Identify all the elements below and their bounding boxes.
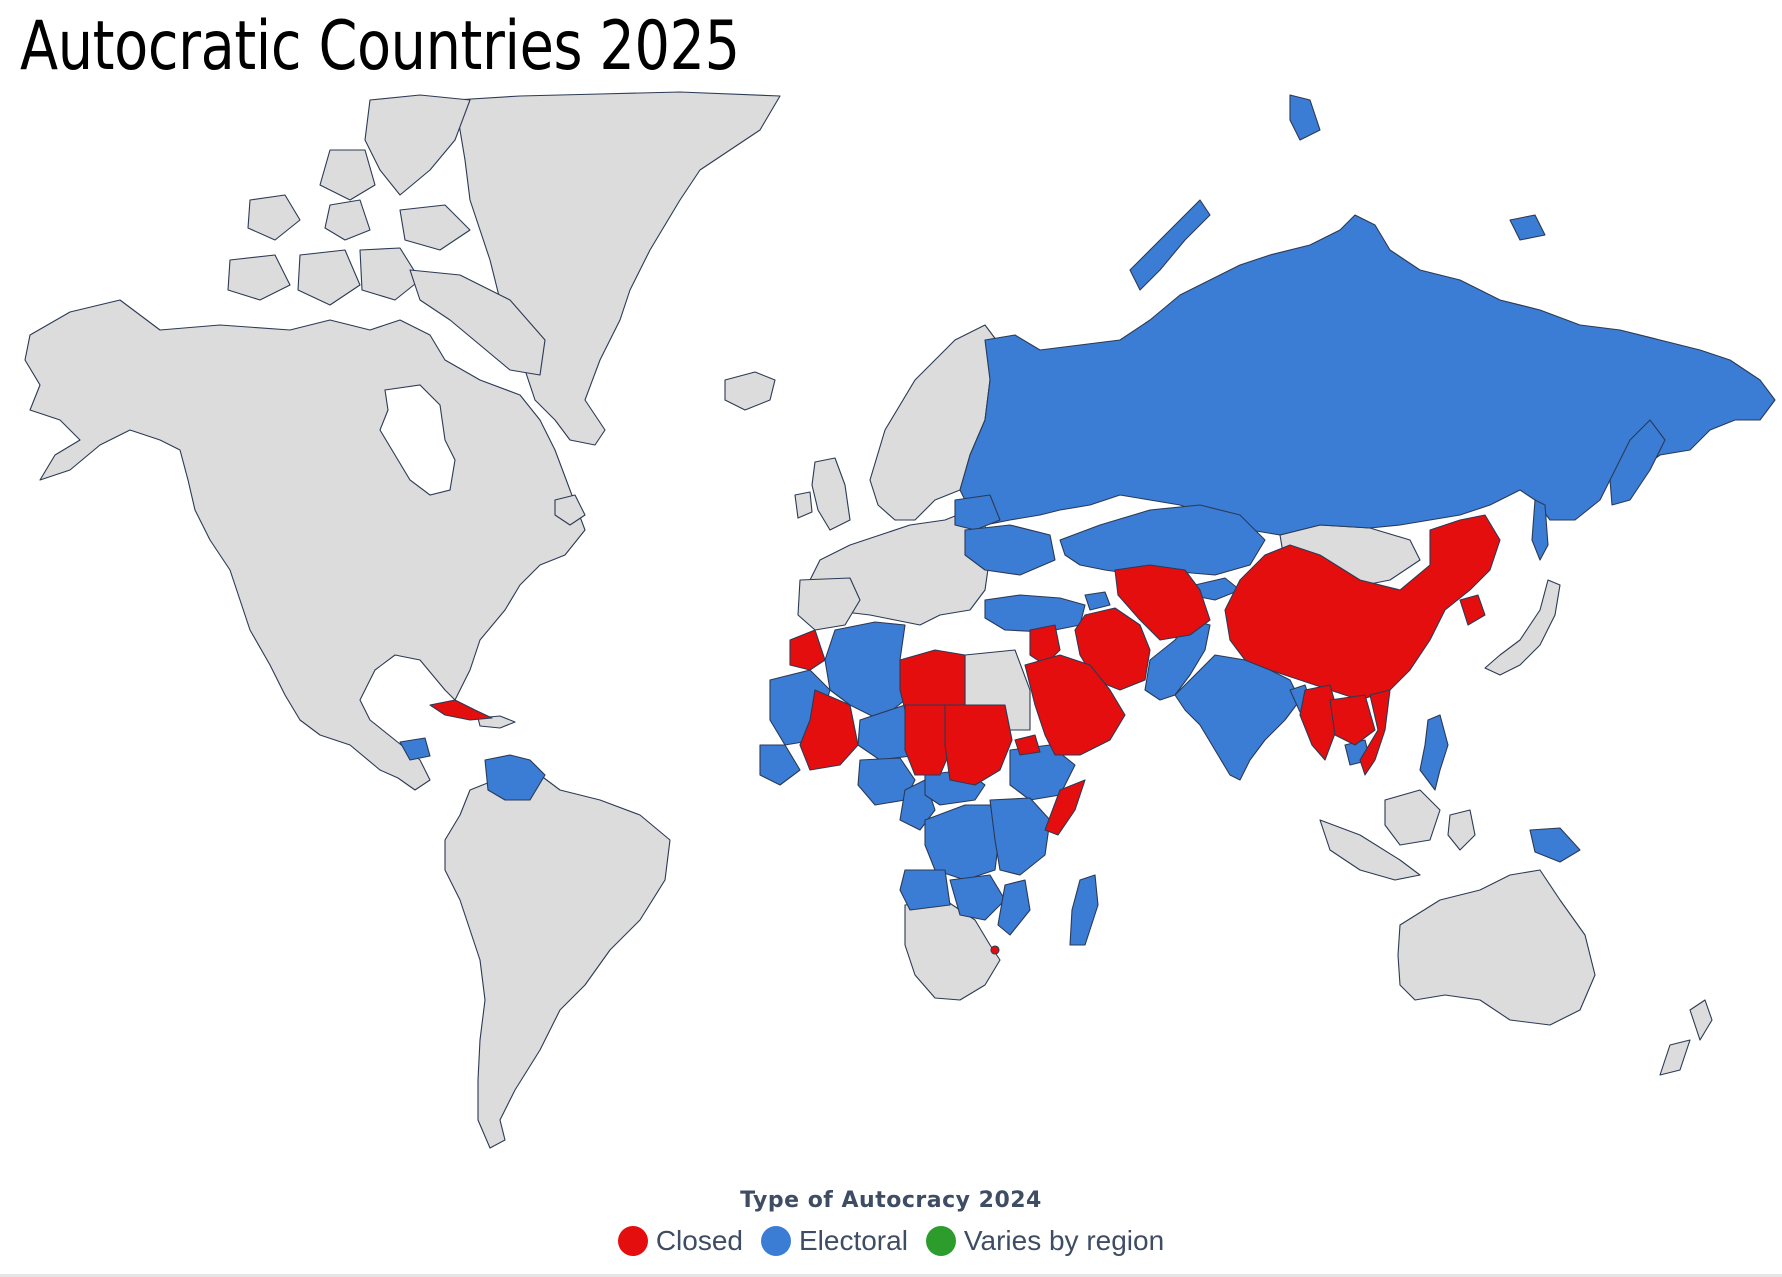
region-vietnam[interactable] xyxy=(1359,689,1391,776)
region-arctic-island[interactable] xyxy=(399,204,471,251)
region-arctic-island[interactable] xyxy=(319,149,376,201)
legend-swatch-varies xyxy=(925,1226,956,1256)
region-russia-arctic-island[interactable] xyxy=(1509,214,1546,241)
no-autocracy-land xyxy=(24,91,1713,1149)
region-eswatini[interactable] xyxy=(990,945,1000,955)
region-russia-severny[interactable] xyxy=(1289,94,1321,141)
region-western-sahara[interactable] xyxy=(789,629,826,671)
legend-item-closed[interactable]: Closed xyxy=(617,1225,743,1257)
region-sudan[interactable] xyxy=(944,704,1013,786)
legend-item-electoral[interactable]: Electoral xyxy=(760,1225,908,1257)
region-iberia[interactable] xyxy=(797,577,861,631)
legend-item-varies[interactable]: Varies by region xyxy=(925,1225,1165,1257)
region-arctic-island[interactable] xyxy=(359,247,421,301)
region-arctic-island[interactable] xyxy=(247,194,301,241)
region-nicaragua[interactable] xyxy=(399,737,431,761)
closed-autocracy-land xyxy=(429,514,1501,955)
region-russia[interactable] xyxy=(959,214,1776,536)
bottom-rule xyxy=(0,1274,1782,1277)
region-south-america[interactable] xyxy=(444,774,671,1149)
region-somalia[interactable] xyxy=(1044,779,1086,836)
region-eritrea[interactable] xyxy=(1014,734,1041,756)
region-sulawesi[interactable] xyxy=(1447,809,1476,851)
legend: Type of Autocracy 2024 Closed Electoral … xyxy=(0,1188,1782,1257)
region-russia-novaya-zemlya[interactable] xyxy=(1129,199,1211,291)
region-arctic-island[interactable] xyxy=(297,249,361,306)
map-title: Autocratic Countries 2025 xyxy=(20,7,740,86)
region-west-africa-electoral[interactable] xyxy=(759,744,801,786)
region-russia-sakhalin[interactable] xyxy=(1531,499,1549,561)
region-arctic-island[interactable] xyxy=(324,199,371,241)
region-dr-congo[interactable] xyxy=(924,804,1001,881)
region-north-korea[interactable] xyxy=(1459,594,1486,626)
region-laos-thailand[interactable] xyxy=(1329,694,1376,746)
region-madagascar[interactable] xyxy=(1069,874,1099,946)
region-north-america[interactable] xyxy=(24,299,586,791)
region-indonesia[interactable] xyxy=(1319,819,1421,881)
region-china[interactable] xyxy=(1224,514,1501,701)
region-belarus[interactable] xyxy=(954,494,1001,531)
region-zambia-zimbabwe[interactable] xyxy=(949,874,1006,921)
region-australia[interactable] xyxy=(1397,869,1596,1026)
region-india[interactable] xyxy=(1174,654,1301,781)
region-venezuela[interactable] xyxy=(484,754,546,801)
region-kazakhstan[interactable] xyxy=(1059,504,1266,576)
region-arabian-peninsula[interactable] xyxy=(1024,654,1126,756)
region-new-zealand[interactable] xyxy=(1659,1039,1691,1076)
region-ireland[interactable] xyxy=(794,491,813,519)
region-central-asia[interactable] xyxy=(1114,564,1211,641)
region-ukraine[interactable] xyxy=(964,524,1056,576)
region-angola[interactable] xyxy=(899,869,951,911)
legend-swatch-electoral xyxy=(760,1226,791,1256)
region-hispaniola[interactable] xyxy=(477,715,516,729)
legend-label-closed: Closed xyxy=(655,1225,743,1256)
legend-label-varies: Varies by region xyxy=(963,1225,1165,1256)
region-baffin-island[interactable] xyxy=(409,269,546,376)
legend-label-electoral: Electoral xyxy=(798,1225,908,1256)
region-arctic-island[interactable] xyxy=(364,94,471,196)
region-newfoundland[interactable] xyxy=(554,494,586,526)
region-uk[interactable] xyxy=(811,457,851,531)
region-cuba[interactable] xyxy=(429,699,493,721)
region-philippines[interactable] xyxy=(1419,714,1449,791)
region-east-africa[interactable] xyxy=(989,797,1051,876)
region-iceland[interactable] xyxy=(724,371,776,411)
region-mali[interactable] xyxy=(799,689,859,771)
legend-swatch-closed xyxy=(617,1226,648,1256)
region-papua-new-guinea[interactable] xyxy=(1529,827,1581,863)
region-new-zealand[interactable] xyxy=(1689,999,1713,1041)
region-arctic-island[interactable] xyxy=(227,254,291,301)
region-russia-kamchatka[interactable] xyxy=(1609,419,1666,506)
world-map xyxy=(0,90,1782,1170)
legend-title: Type of Autocracy 2024 xyxy=(740,1188,1042,1213)
legend-items: Closed Electoral Varies by region xyxy=(0,1225,1782,1257)
region-turkey[interactable] xyxy=(984,594,1086,633)
region-japan[interactable] xyxy=(1484,579,1561,676)
region-borneo[interactable] xyxy=(1384,789,1441,846)
region-azerbaijan[interactable] xyxy=(1084,591,1111,611)
region-mozambique[interactable] xyxy=(997,879,1031,936)
water-hudson-bay xyxy=(379,384,456,496)
